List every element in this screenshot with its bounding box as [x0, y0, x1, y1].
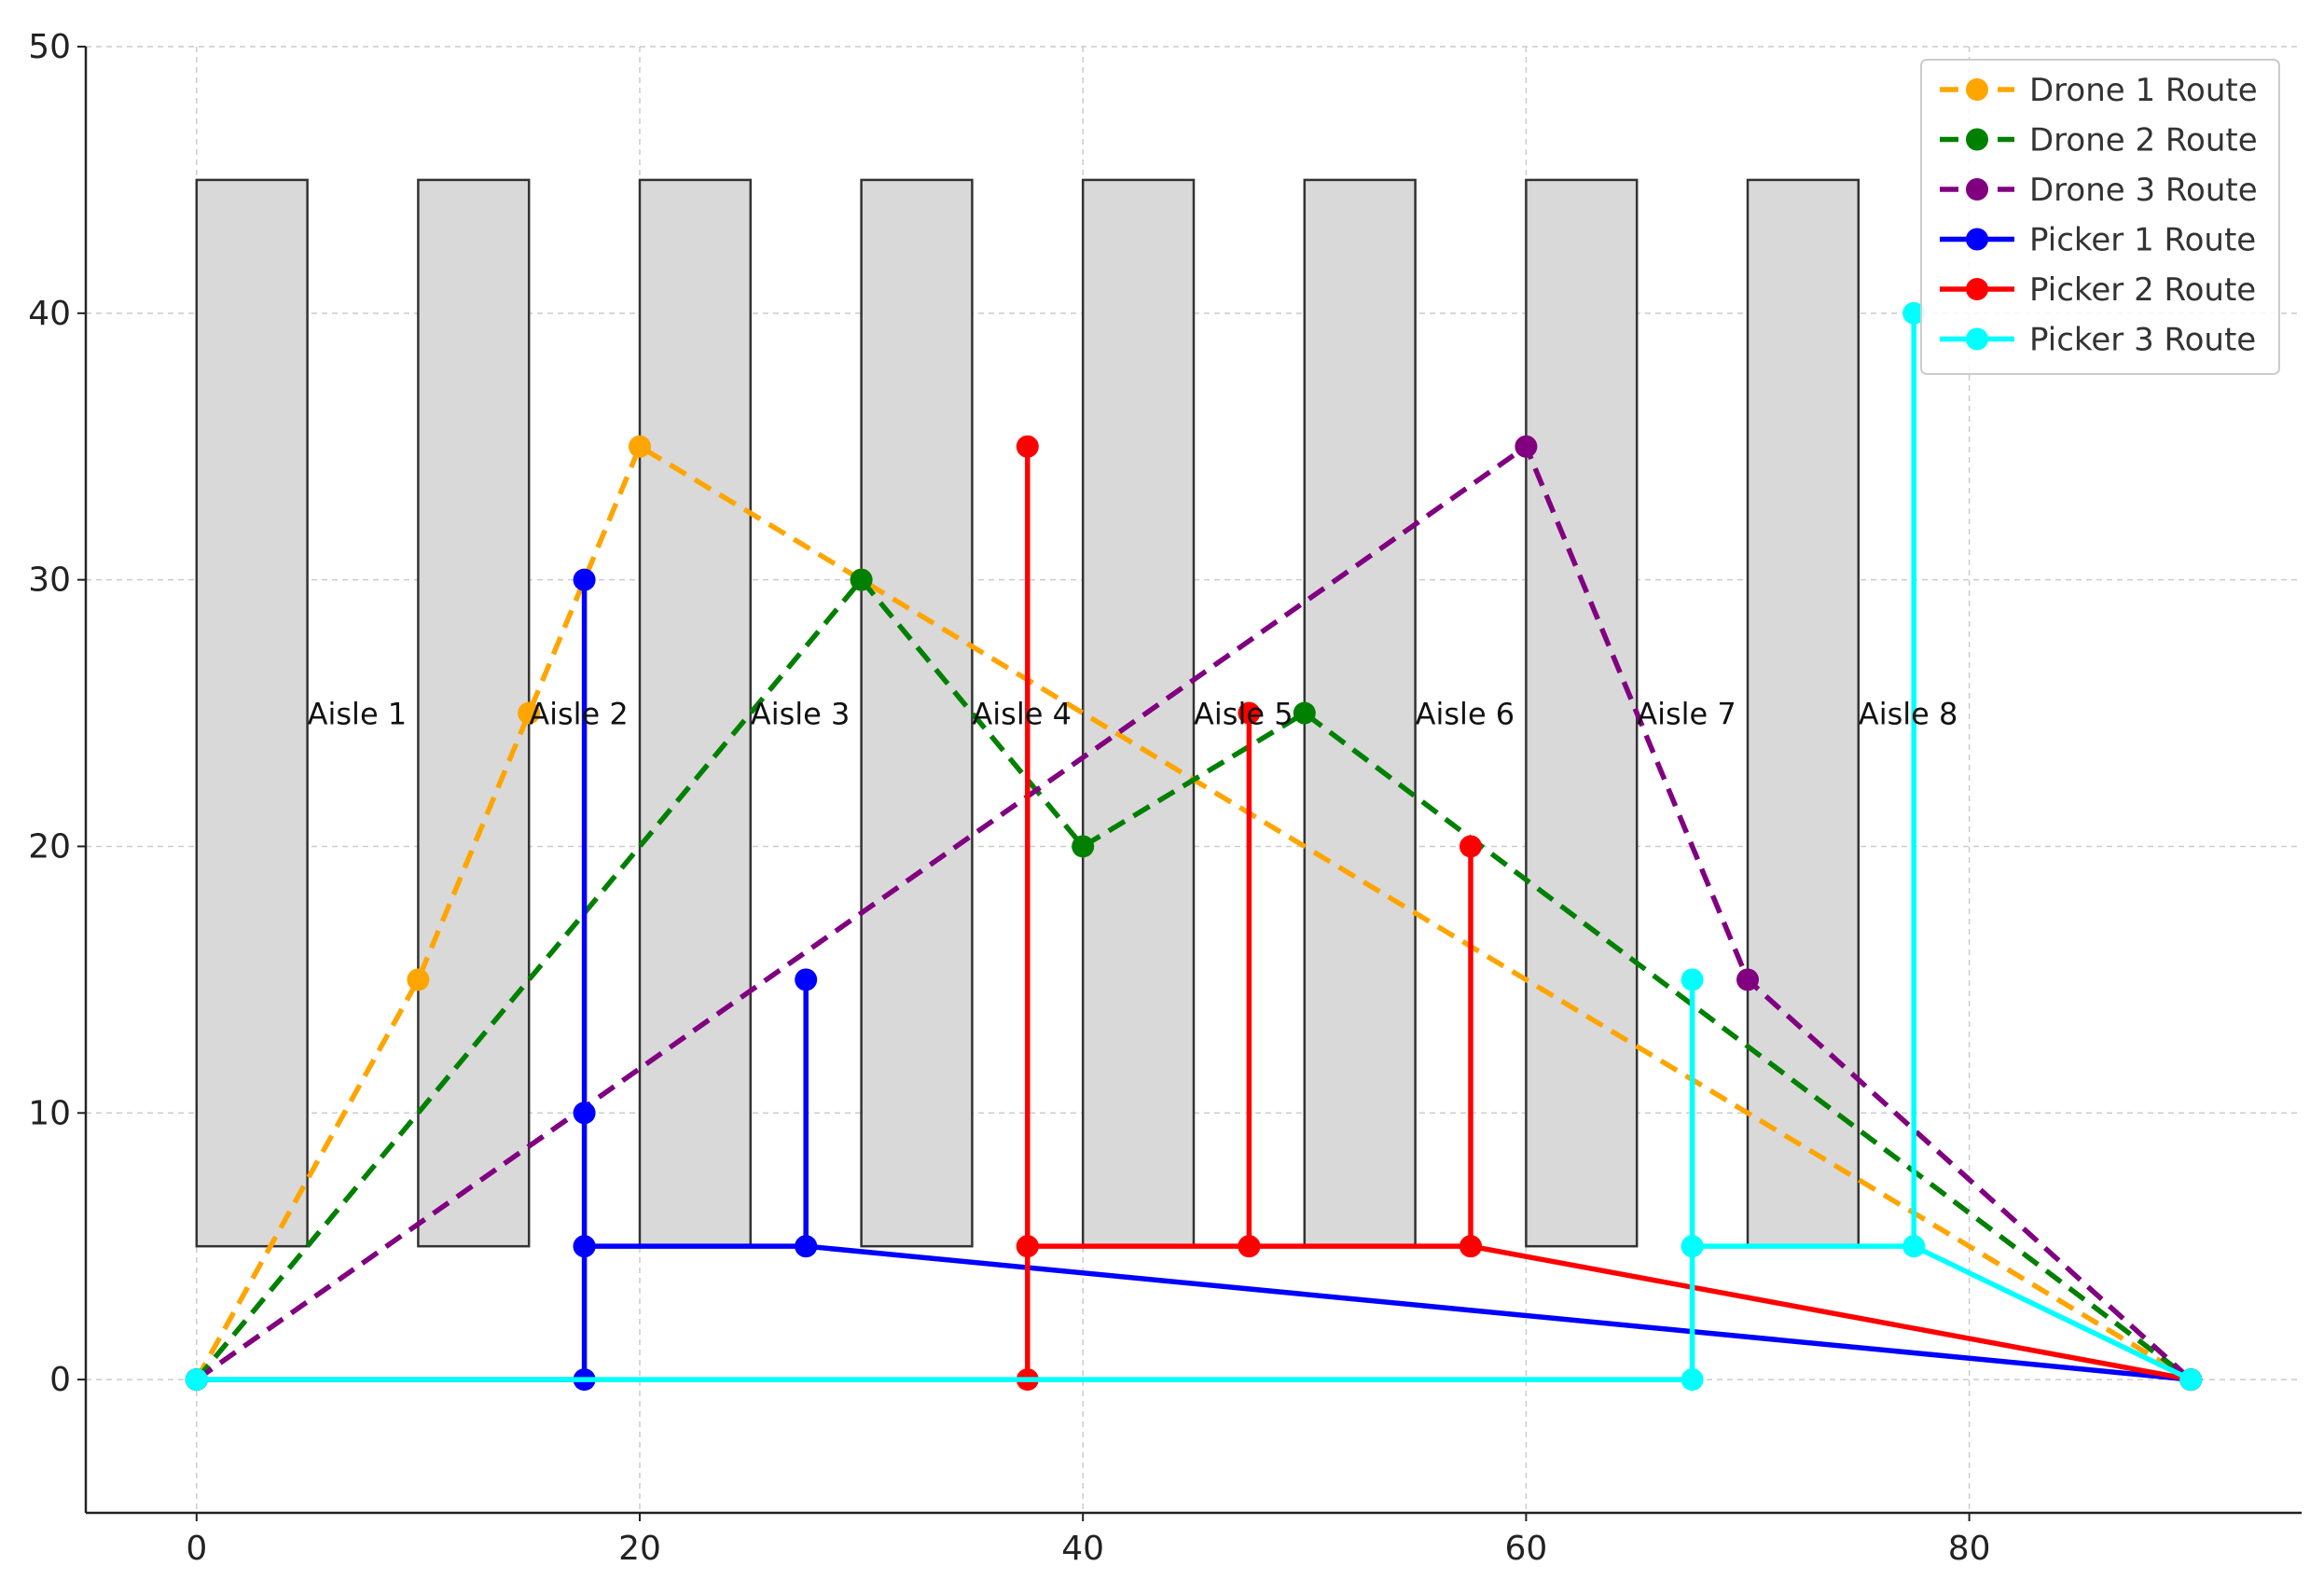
y-tick-label-0: 0 — [49, 1361, 71, 1399]
legend-item-picker-2-route: Picker 2 Route — [1940, 271, 2256, 309]
legend-label: Drone 3 Route — [2029, 172, 2258, 209]
legend-swatch-marker — [1966, 178, 1988, 201]
route-point-drone-1-route-2 — [518, 701, 541, 725]
axes: 0 20 40 60 80 0 10 20 30 40 50 — [28, 28, 2302, 1568]
aisle-label-6: Aisle 6 — [1416, 697, 1515, 732]
legend-label: Drone 1 Route — [2029, 72, 2258, 109]
legend-item-drone-1-route: Drone 1 Route — [1940, 72, 2258, 109]
route-point-drone-2-route-1 — [850, 568, 873, 591]
y-tick-label-20: 20 — [28, 827, 71, 866]
legend-swatch-marker — [1966, 278, 1988, 300]
route-point-picker-1-route-8 — [795, 1235, 818, 1258]
route-point-picker-1-route-7 — [795, 968, 818, 991]
route-picker-3-route — [185, 301, 2203, 1392]
route-point-picker-3-route-4 — [1681, 1235, 1704, 1258]
x-tick-label-80: 80 — [1948, 1530, 1991, 1568]
legend-swatch-marker — [1966, 327, 1988, 351]
route-point-picker-2-route-3 — [1016, 1235, 1039, 1258]
route-line-picker-1-route — [196, 576, 2192, 1382]
aisle-label-5: Aisle 5 — [1194, 697, 1293, 732]
route-point-picker-3-route-6 — [1902, 301, 1926, 325]
route-point-picker-3-route-0 — [185, 1368, 208, 1392]
y-tick-label-50: 50 — [28, 28, 71, 66]
route-point-picker-1-route-5 — [573, 1235, 596, 1258]
y-tick-label-40: 40 — [28, 295, 71, 333]
route-picker-2-route — [1016, 435, 2203, 1392]
aisle-rect-6 — [1303, 178, 1417, 1248]
aisle-rect-3 — [638, 178, 753, 1248]
legend-item-picker-3-route: Picker 3 Route — [1940, 322, 2256, 359]
route-point-drone-1-route-1 — [407, 968, 430, 991]
route-line-drone-3-route — [195, 443, 2193, 1382]
legend-swatch-marker — [1966, 128, 1988, 151]
aisle-rect-5 — [1081, 178, 1196, 1248]
x-tick-label-20: 20 — [618, 1530, 661, 1568]
route-point-drone-3-route-1 — [1515, 435, 1538, 458]
route-line-drone-1-route — [194, 443, 2193, 1382]
route-point-drone-2-route-3 — [1293, 701, 1316, 725]
legend-swatch-marker — [1966, 78, 1988, 101]
x-tick-label-0: 0 — [186, 1530, 207, 1568]
aisle-label-1: Aisle 1 — [308, 697, 408, 732]
aisle-rect-7 — [1525, 178, 1639, 1248]
route-point-picker-2-route-2 — [1016, 435, 1039, 458]
y-tick-label-10: 10 — [28, 1094, 71, 1132]
x-tick-label-60: 60 — [1504, 1530, 1547, 1568]
aisle-label-3: Aisle 3 — [751, 697, 851, 732]
aisle-rect-8 — [1746, 178, 1861, 1248]
route-point-picker-2-route-9 — [1459, 1235, 1482, 1258]
aisles — [195, 178, 1861, 1248]
route-point-drone-3-route-2 — [1736, 968, 1759, 991]
legend-label: Picker 3 Route — [2029, 322, 2256, 359]
aisle-rect-1 — [195, 178, 309, 1248]
aisle-label-8: Aisle 8 — [1859, 697, 1958, 732]
route-point-picker-3-route-1 — [1681, 1368, 1704, 1392]
legend-item-drone-3-route: Drone 3 Route — [1940, 172, 2258, 209]
legend-item-drone-2-route: Drone 2 Route — [1940, 122, 2258, 159]
aisle-label-7: Aisle 7 — [1637, 697, 1736, 732]
legend-label: Picker 1 Route — [2029, 222, 2256, 259]
x-tick-label-40: 40 — [1061, 1530, 1104, 1568]
aisle-rect-2 — [417, 178, 531, 1248]
legend-item-picker-1-route: Picker 1 Route — [1940, 222, 2256, 259]
legend: Drone 1 Route Drone 2 Route Drone 3 Route P… — [1920, 59, 2280, 375]
legend-label: Picker 2 Route — [2029, 271, 2256, 309]
route-point-picker-3-route-3 — [1681, 968, 1704, 991]
route-point-drone-1-route-3 — [629, 435, 651, 458]
routes — [185, 301, 2203, 1392]
route-point-picker-3-route-8 — [2179, 1368, 2203, 1392]
route-point-picker-3-route-7 — [1902, 1235, 1926, 1258]
aisle-rect-4 — [860, 178, 974, 1248]
aisle-label-4: Aisle 4 — [972, 697, 1072, 732]
y-tick-label-30: 30 — [28, 561, 71, 600]
route-point-picker-2-route-6 — [1238, 1235, 1261, 1258]
legend-swatch-marker — [1966, 228, 1988, 251]
aisle-label-2: Aisle 2 — [529, 697, 629, 732]
route-point-picker-2-route-5 — [1238, 701, 1261, 725]
route-point-drone-2-route-2 — [1072, 835, 1095, 858]
route-point-picker-1-route-4 — [573, 568, 596, 591]
route-point-picker-1-route-3 — [573, 1102, 596, 1125]
route-point-picker-2-route-8 — [1459, 835, 1482, 858]
legend-label: Drone 2 Route — [2029, 122, 2258, 159]
